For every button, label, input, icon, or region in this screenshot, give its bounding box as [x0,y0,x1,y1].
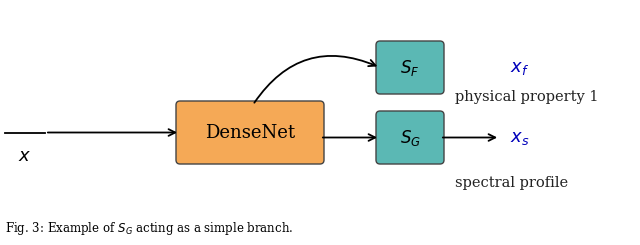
Text: $S_G$: $S_G$ [399,127,420,147]
Text: DenseNet: DenseNet [205,123,295,142]
FancyBboxPatch shape [176,101,324,164]
FancyBboxPatch shape [376,111,444,164]
Text: $x$: $x$ [19,147,31,164]
FancyArrowPatch shape [254,56,376,103]
Text: physical property 1: physical property 1 [455,90,598,104]
Text: $x_f$: $x_f$ [510,59,529,77]
FancyBboxPatch shape [376,41,444,94]
Text: Fig. 3: Example of $S_G$ acting as a simple branch.: Fig. 3: Example of $S_G$ acting as a sim… [5,220,293,237]
Text: $S_F$: $S_F$ [400,58,420,77]
Text: spectral profile: spectral profile [455,176,568,190]
Text: $x_s$: $x_s$ [510,128,529,147]
